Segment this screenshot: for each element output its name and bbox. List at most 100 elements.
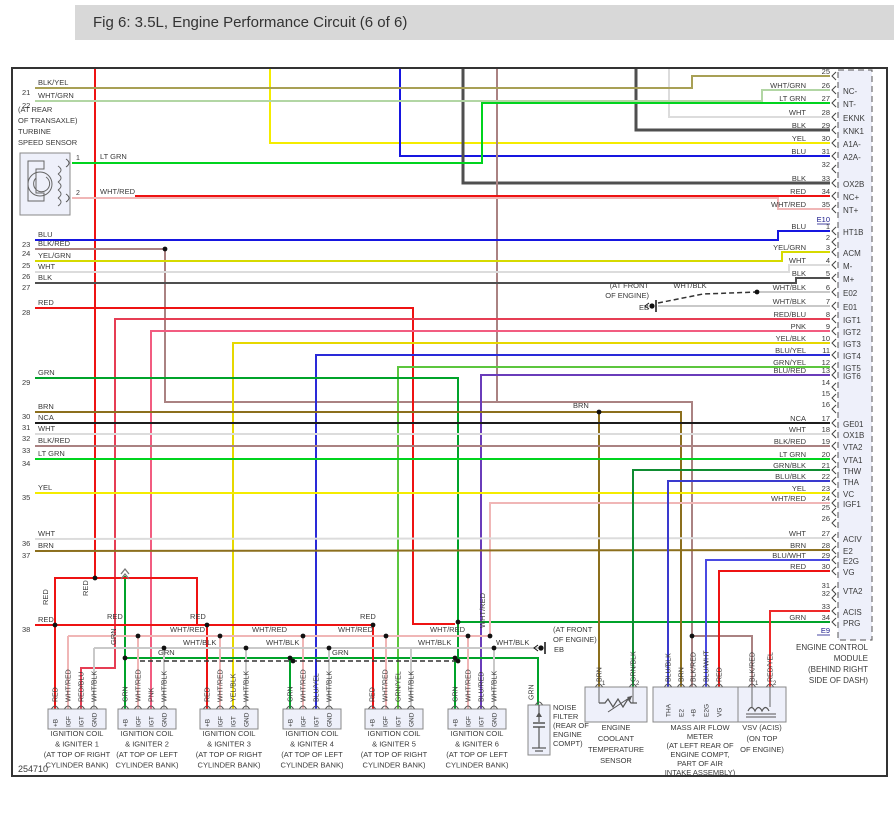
coil-wire-label: WHT/BLK	[409, 671, 416, 702]
component-name: & IGNITER 1	[55, 740, 99, 749]
ecm-pin-wire-label: WHT	[789, 108, 806, 117]
component-name: FILTER	[553, 712, 579, 721]
ecm-pin-name: IGT6	[843, 372, 861, 381]
ecm-pin-name: E2	[843, 547, 853, 556]
row-number: 35	[22, 493, 30, 502]
ecm-pin-wire-label: NCA	[790, 414, 806, 423]
maf-pin-name: +B	[691, 709, 698, 717]
pin-icon	[216, 705, 224, 710]
wire	[35, 307, 455, 625]
pin-icon	[394, 705, 402, 710]
pin-icon	[368, 705, 376, 710]
component-name: IGNITION COIL	[286, 729, 339, 738]
coil-wire-label: RED	[370, 687, 377, 702]
ecm-pin-number: 27	[822, 529, 830, 538]
ecm-pin-icon	[831, 226, 837, 236]
component-name: SPEED SENSOR	[18, 138, 78, 147]
ecm-pin-wire-label: WHT	[789, 425, 806, 434]
connector-id: E9	[821, 626, 830, 635]
component-name: NOISE	[553, 703, 576, 712]
ecm-pin-number: 8	[826, 310, 830, 319]
ecm-pin-number: 34	[822, 187, 830, 196]
component-name: PART OF AIR	[677, 759, 723, 768]
pin-icon	[629, 683, 637, 688]
maf-pin-name: THA	[666, 703, 673, 717]
ecm-pin-name: NC+	[843, 193, 860, 202]
wire-label: WHT/BLK	[418, 638, 451, 647]
ecm-pin-icon	[831, 273, 837, 283]
row-number: 22	[22, 101, 30, 110]
row-wire-label: YEL/GRN	[38, 251, 71, 260]
wire-label: (AT FRONT	[610, 281, 650, 290]
ecm-pin-number: 20	[822, 450, 830, 459]
ignition-coil-box	[364, 708, 424, 730]
ecm-pin-number: 14	[822, 378, 830, 387]
ecm-pin-icon	[831, 301, 837, 311]
row-wire-label: GRN	[38, 368, 55, 377]
coil-wire-label: YEL/BLK	[231, 673, 238, 702]
ecm-pin-icon	[831, 204, 837, 214]
wire	[150, 330, 830, 709]
wire	[269, 69, 830, 144]
ecm-pin-number: 29	[822, 121, 830, 130]
coil-wire-label: WHT/RED	[218, 669, 225, 702]
pin-icon	[51, 705, 59, 710]
wire	[35, 377, 459, 658]
row-number: 24	[22, 249, 30, 258]
pin-icon	[595, 683, 603, 688]
ground-icon	[649, 303, 655, 309]
ecm-pin-number: 12	[822, 358, 830, 367]
wire-label: WHT/BLK	[266, 638, 299, 647]
component-name: INTAKE ASSEMBLY)	[665, 768, 736, 777]
ecm-pin-name: THA	[843, 478, 860, 487]
ecm-pin-icon	[831, 350, 837, 360]
wire	[35, 277, 830, 284]
wire-label: BRN	[573, 401, 589, 410]
junction-dot	[754, 289, 760, 295]
coil-wire-label: WHT/RED	[383, 669, 390, 702]
ecm-pin-icon	[831, 370, 837, 380]
pin-number: 1	[76, 155, 80, 162]
component-name: METER	[687, 732, 714, 741]
ecm-pin-number: 32	[822, 589, 830, 598]
ecm-pin-name: NT+	[843, 206, 859, 215]
coil-wire-label: WHT/BLK	[244, 671, 251, 702]
pin-wire-label: BRN	[597, 667, 604, 682]
wire	[634, 69, 830, 132]
coil-pin-name: +B	[370, 719, 377, 727]
component-name: (ON TOP	[747, 734, 778, 743]
component-name: TEMPERATURE	[588, 745, 644, 754]
row-number: 31	[22, 423, 30, 432]
ecm-pin-number: 33	[822, 174, 830, 183]
wire	[35, 89, 830, 102]
turbine-speed-sensor: (AT REAR OF TRANSAXLE) TURBINE SPEED SENSOR…	[18, 105, 136, 216]
ecm-pin-wire-label: WHT/BLK	[773, 297, 806, 306]
ecm-pin-wire-label: BRN	[790, 541, 806, 550]
junction-dot	[92, 575, 98, 581]
wire	[35, 411, 682, 687]
coil-pin-name: IGT	[149, 716, 156, 727]
pin-icon	[286, 705, 294, 710]
continuation-chevron-icon	[120, 567, 130, 580]
coil-wire-label: GRN/YEL	[396, 671, 403, 702]
wire-label: WHT/RED	[252, 625, 288, 634]
pin-icon	[490, 705, 498, 710]
ecm-pin-name: VC	[843, 490, 854, 499]
ecm-pin-icon	[831, 429, 837, 439]
ecm-pin-name: KNK1	[843, 127, 864, 136]
ecm-pin-number: 26	[822, 81, 830, 90]
ecm-pin-name: ACM	[843, 249, 861, 258]
ecm-pin-icon	[831, 138, 837, 148]
row-number: 29	[22, 378, 30, 387]
ecm-pin-name: M-	[843, 262, 853, 271]
junction-dot	[287, 655, 293, 661]
ecm-pin-number: 25	[822, 503, 830, 512]
pin-icon	[90, 705, 98, 710]
coil-wire-label: BLU/RED	[479, 672, 486, 702]
coil-wire-label: RED	[53, 687, 60, 702]
junction-dot	[383, 633, 389, 639]
junction-dot	[122, 655, 128, 661]
coil-wire-label: GRN	[123, 686, 130, 702]
